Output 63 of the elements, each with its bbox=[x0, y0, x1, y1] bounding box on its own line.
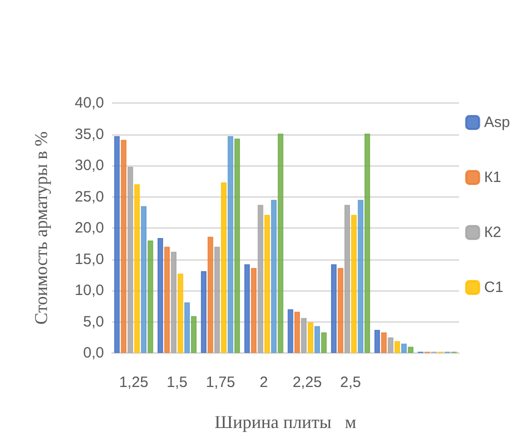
bar bbox=[191, 316, 197, 353]
x-tick-label: 1,25 bbox=[119, 374, 148, 391]
bar bbox=[164, 246, 170, 353]
bar bbox=[364, 134, 370, 353]
bar bbox=[214, 246, 220, 353]
bar bbox=[351, 214, 357, 353]
y-tick-label: 5,0 bbox=[83, 313, 104, 330]
bar bbox=[408, 346, 414, 353]
bar bbox=[114, 136, 120, 353]
bar bbox=[208, 236, 214, 353]
x-tick-label: 2,5 bbox=[340, 374, 361, 391]
bar bbox=[250, 268, 257, 353]
bar bbox=[220, 182, 227, 353]
bar bbox=[331, 264, 337, 353]
bar bbox=[401, 344, 407, 353]
bar bbox=[170, 252, 177, 353]
bar bbox=[228, 136, 234, 353]
bar bbox=[128, 166, 134, 353]
bar bbox=[258, 204, 264, 353]
bar bbox=[294, 312, 300, 353]
x-tick-label: 2 bbox=[260, 374, 268, 391]
y-tick-label: 0,0 bbox=[83, 344, 104, 362]
bar bbox=[314, 326, 320, 353]
bar bbox=[244, 264, 250, 353]
bar bbox=[134, 184, 140, 353]
y-tick-label: 25,0 bbox=[74, 188, 104, 206]
bar bbox=[148, 240, 154, 353]
bar bbox=[394, 341, 400, 353]
bar bbox=[184, 302, 190, 353]
bar bbox=[374, 330, 380, 353]
bar bbox=[388, 337, 394, 353]
legend-label: К2 bbox=[484, 224, 502, 241]
bar bbox=[308, 322, 314, 353]
bar bbox=[200, 271, 206, 353]
legend-label: Asp bbox=[484, 114, 510, 131]
legend-label: К1 bbox=[484, 169, 502, 186]
bar bbox=[120, 140, 126, 353]
bar bbox=[321, 332, 327, 353]
x-axis-title: Ширина плиты м bbox=[214, 412, 356, 432]
y-tick-label: 30,0 bbox=[74, 157, 104, 174]
bar bbox=[271, 200, 277, 353]
y-axis-title: Стоимость арматуры в % bbox=[31, 131, 51, 325]
bar bbox=[158, 238, 164, 353]
legend-label: С1 bbox=[484, 279, 504, 296]
x-tick-label: 2,25 bbox=[292, 374, 322, 391]
x-tick-label: 1,5 bbox=[166, 374, 188, 391]
bar bbox=[301, 318, 307, 353]
bar bbox=[278, 134, 284, 353]
bar bbox=[140, 206, 147, 353]
bar bbox=[288, 309, 294, 353]
y-tick-label: 10,0 bbox=[74, 282, 104, 299]
y-tick-label: 15,0 bbox=[74, 250, 104, 268]
bar bbox=[338, 268, 344, 353]
bar bbox=[358, 200, 364, 353]
bar bbox=[264, 214, 270, 353]
y-tick-label: 20,0 bbox=[74, 220, 104, 236]
bar bbox=[381, 332, 387, 353]
bar bbox=[344, 204, 350, 353]
bar bbox=[234, 138, 240, 353]
x-tick-label: 1,75 bbox=[206, 374, 236, 391]
y-tick-label: 35,0 bbox=[74, 126, 104, 143]
bar bbox=[178, 274, 184, 353]
y-tick-label: 40,0 bbox=[74, 94, 104, 112]
